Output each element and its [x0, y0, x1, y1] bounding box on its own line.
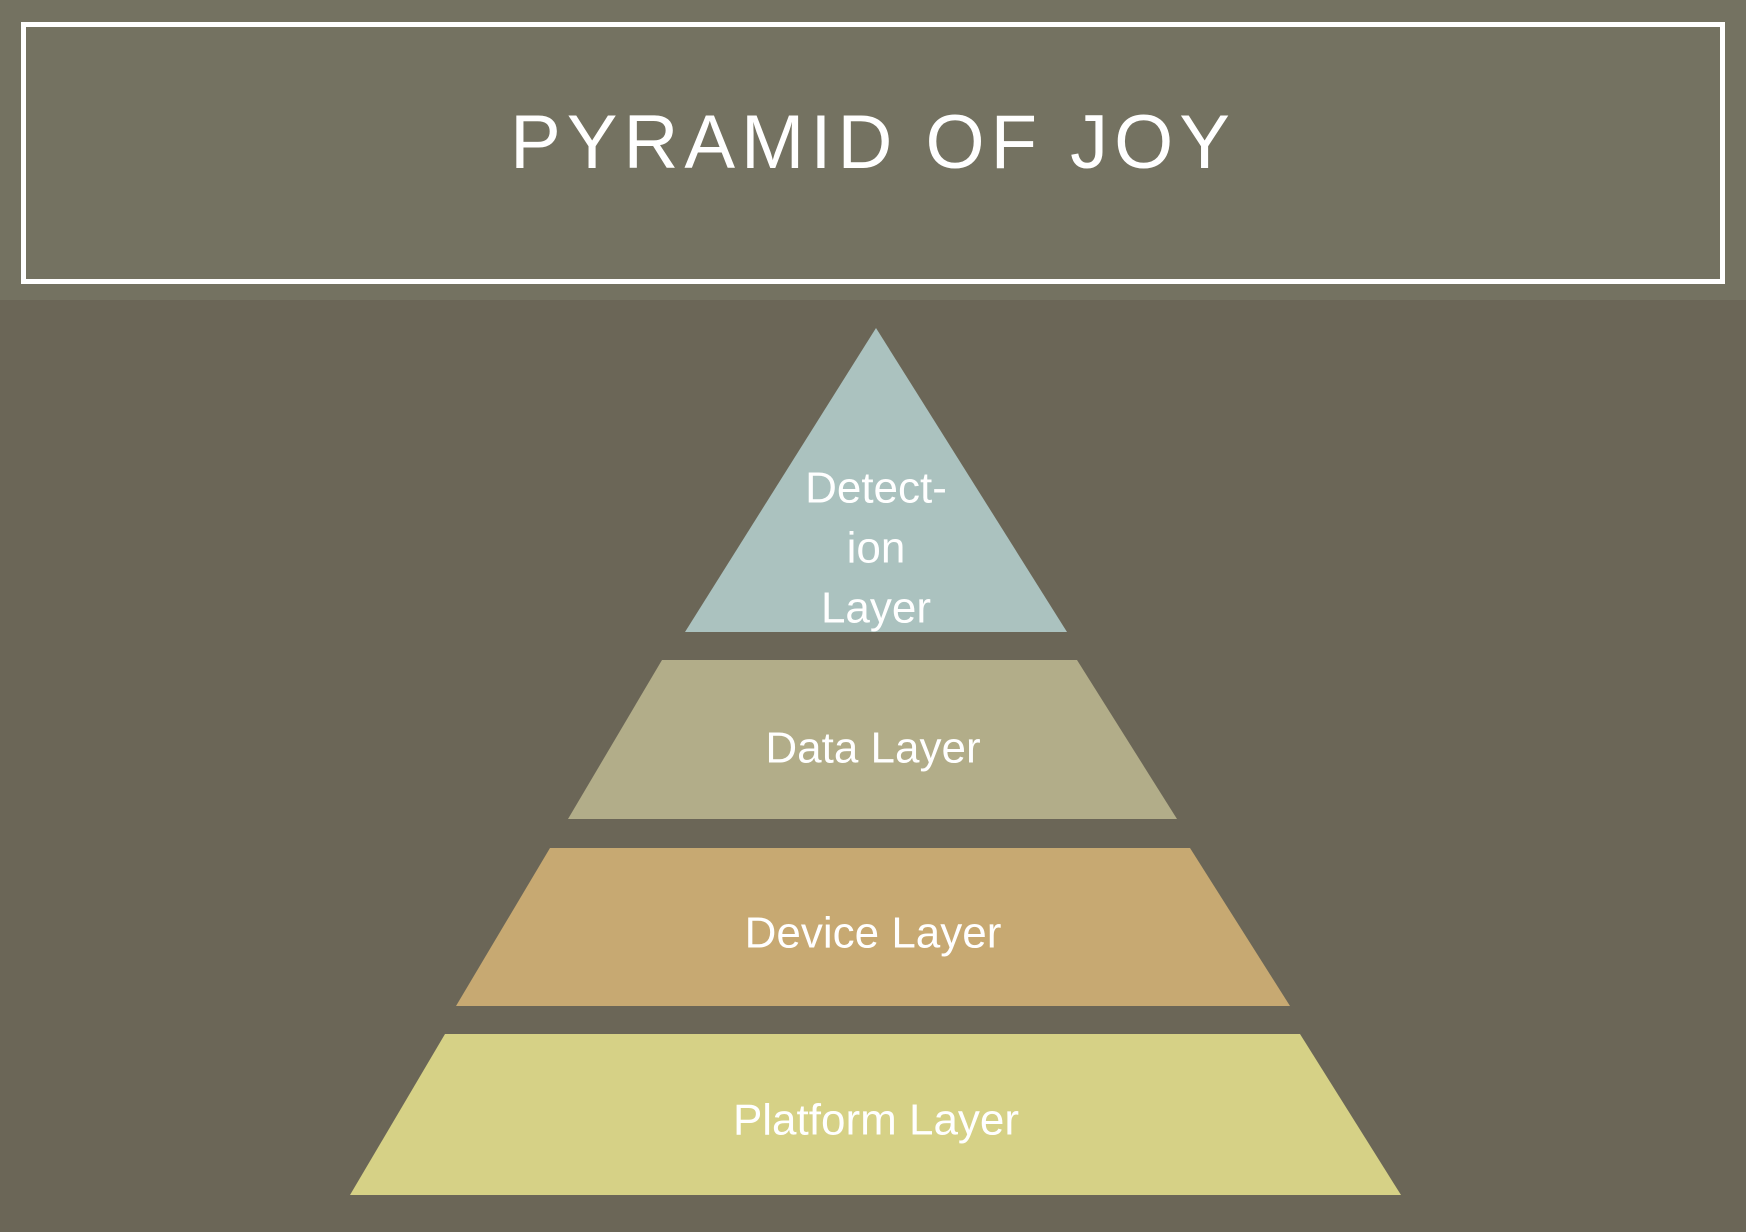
pyramid-layer-platform: Platform Layer	[350, 1034, 1401, 1195]
pyramid-layer-detection: Detect- ion Layer	[685, 328, 1067, 633]
pyramid-layer-detection-shape	[685, 328, 1067, 632]
pyramid-layer-data-label: Data Layer	[765, 724, 980, 773]
pyramid-layer-detection-label-line-2: ion	[847, 524, 906, 573]
pyramid-layer-data-shape	[568, 660, 1177, 819]
pyramid-layer-platform-label: Platform Layer	[733, 1096, 1019, 1145]
pyramid-layer-device-shape	[456, 848, 1290, 1006]
pyramid-layer-device: Device Layer	[456, 848, 1290, 1006]
pyramid-layer-detection-label-line-3: Layer	[821, 584, 931, 633]
page-title: PYRAMID OF JOY	[510, 99, 1236, 185]
pyramid-layer-device-label: Device Layer	[745, 909, 1002, 958]
title-box: PYRAMID OF JOY	[21, 22, 1725, 284]
pyramid-layer-platform-shape	[350, 1034, 1401, 1195]
pyramid-layer-detection-label-line-1: Detect-	[805, 464, 947, 513]
pyramid-layer-data: Data Layer	[568, 660, 1177, 819]
title-band: PYRAMID OF JOY	[0, 0, 1746, 300]
